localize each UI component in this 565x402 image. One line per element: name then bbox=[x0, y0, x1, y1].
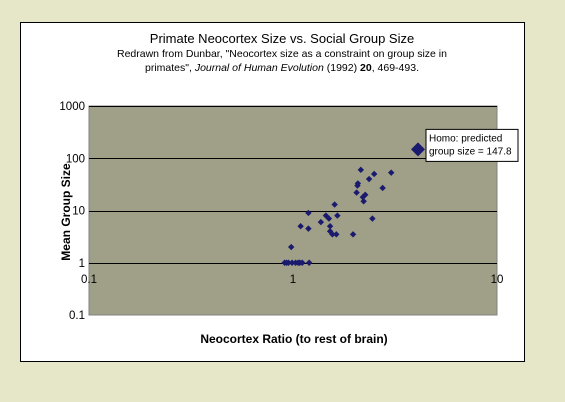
y-tick-label: 0.1 bbox=[69, 310, 85, 322]
y-tick-label: 1000 bbox=[59, 101, 85, 113]
subtitle-journal: Journal of Human Evolution bbox=[194, 62, 324, 74]
data-point bbox=[325, 215, 333, 222]
data-points bbox=[281, 166, 395, 266]
data-point bbox=[379, 184, 386, 192]
x-axis-label: Neocortex Ratio (to rest of brain) bbox=[200, 332, 387, 346]
annotation-line: Homo: predicted bbox=[429, 133, 502, 144]
data-point bbox=[362, 191, 369, 198]
data-point bbox=[369, 215, 376, 222]
chart-subtitle-line2: primates", Journal of Human Evolution (1… bbox=[145, 62, 419, 74]
data-point bbox=[288, 259, 296, 266]
data-point bbox=[331, 201, 338, 208]
y-axis-label: Mean Group Size bbox=[59, 163, 73, 261]
y-tick-label: 10 bbox=[72, 206, 85, 218]
data-point bbox=[305, 209, 312, 217]
annotation-box bbox=[425, 128, 519, 162]
data-point bbox=[349, 231, 357, 238]
annotation-line: group size = 147.8 bbox=[429, 146, 512, 157]
x-tick-label: 10 bbox=[491, 274, 504, 286]
data-point bbox=[326, 223, 334, 230]
data-point bbox=[365, 175, 373, 183]
homo-point bbox=[411, 142, 426, 157]
y-tick-label: 1 bbox=[79, 258, 85, 270]
data-point bbox=[305, 259, 313, 266]
data-point bbox=[360, 198, 367, 205]
data-point bbox=[329, 231, 336, 238]
data-point bbox=[353, 189, 360, 196]
data-point bbox=[357, 166, 365, 174]
data-point bbox=[305, 225, 312, 232]
data-point bbox=[288, 243, 295, 251]
data-point bbox=[370, 170, 378, 178]
data-point bbox=[354, 180, 362, 187]
data-point bbox=[317, 218, 325, 226]
data-point bbox=[388, 169, 395, 176]
y-tick-labels: 0.1 1 10 100 1000 bbox=[59, 101, 85, 322]
data-point bbox=[333, 231, 340, 238]
subtitle-pages: , 469-493. bbox=[372, 62, 419, 74]
subtitle-year: (1992) bbox=[324, 62, 360, 74]
subtitle-prefix: primates", bbox=[145, 62, 195, 74]
data-point bbox=[297, 223, 304, 230]
chart-title: Primate Neocortex Size vs. Social Group … bbox=[150, 31, 414, 46]
x-tick-labels: 0.1 1 10 bbox=[81, 274, 503, 286]
x-tick-label: 0.1 bbox=[81, 274, 97, 286]
chart-subtitle-line1: Redrawn from Dunbar, "Neocortex size as … bbox=[117, 48, 447, 60]
subtitle-volume: 20 bbox=[360, 62, 372, 74]
y-tick-label: 100 bbox=[66, 153, 85, 165]
data-point bbox=[299, 259, 306, 266]
data-point bbox=[334, 212, 341, 219]
x-tick-label: 1 bbox=[290, 274, 296, 286]
data-point bbox=[285, 259, 292, 266]
homo-highlight: Homo: predicted group size = 147.8 bbox=[411, 128, 519, 162]
